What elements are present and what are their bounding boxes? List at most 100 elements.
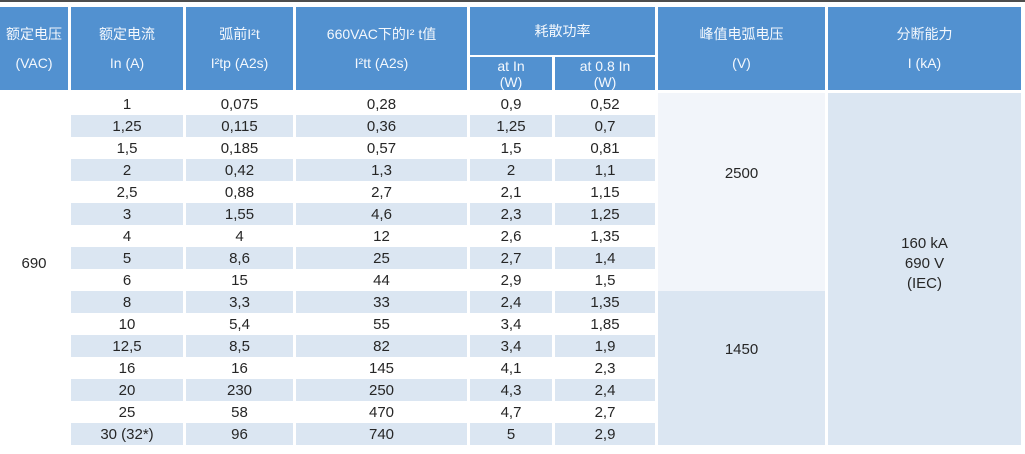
- table-cell: 20: [71, 379, 183, 401]
- table-row: 690 1 0,075 0,28 0,9 0,52 2500 160 kA 69…: [0, 93, 1021, 445]
- table-cell: 0,185: [186, 137, 293, 159]
- table-cell: 2,4: [555, 379, 655, 401]
- table-cell: 4: [186, 225, 293, 247]
- table-cell: 5,4: [186, 313, 293, 335]
- table-cell: 6: [71, 269, 183, 291]
- header-line: In (A): [109, 54, 145, 71]
- table-cell: 1: [71, 93, 183, 115]
- table-cell: 4,1: [470, 357, 552, 379]
- table-row: 4 4 12 2,6 1,35: [0, 225, 1021, 247]
- header-line: I²tt (A2s): [354, 54, 409, 71]
- table-cell: 2: [470, 159, 552, 181]
- table-cell: 1,25: [555, 203, 655, 225]
- table-cell: 3,4: [470, 313, 552, 335]
- table-cell: 0,36: [296, 115, 467, 137]
- rated-voltage-value: 690: [0, 93, 68, 445]
- header-line: at In: [497, 57, 525, 74]
- table-row: 20 230 250 4,3 2,4: [0, 379, 1021, 401]
- header-line: I²tp (A2s): [210, 54, 269, 71]
- header-power-at-08in: at 0.8 In (W): [555, 57, 655, 93]
- table-cell: 3,4: [470, 335, 552, 357]
- table-cell: 3,3: [186, 291, 293, 313]
- table-row: 3 1,55 4,6 2,3 1,25: [0, 203, 1021, 225]
- table-cell: 740: [296, 423, 467, 445]
- table-cell: 2,6: [470, 225, 552, 247]
- table-cell: 82: [296, 335, 467, 357]
- table-cell: 0,57: [296, 137, 467, 159]
- header-power-dissipation: 耗散功率: [470, 7, 655, 57]
- table-cell: 230: [186, 379, 293, 401]
- table-cell: 4: [71, 225, 183, 247]
- table-cell: 0,28: [296, 93, 467, 115]
- table-cell: 2,7: [296, 181, 467, 203]
- table-cell: 0,075: [186, 93, 293, 115]
- table-cell: 1,25: [470, 115, 552, 137]
- table-cell: 2,1: [470, 181, 552, 203]
- table-cell: 470: [296, 401, 467, 423]
- table-cell: 12: [296, 225, 467, 247]
- header-line: (V): [732, 54, 751, 71]
- table-row: 8 3,3 33 2,4 1,35 1450: [0, 291, 1021, 445]
- header-line: (W): [499, 73, 523, 90]
- table-cell: 96: [186, 423, 293, 445]
- table-cell: 15: [186, 269, 293, 291]
- table-cell: 4,6: [296, 203, 467, 225]
- table-cell: 12,5: [71, 335, 183, 357]
- header-breaking-capacity: 分断能力 I (kA): [828, 7, 1021, 93]
- table-row: 6 15 44 2,9 1,5: [0, 269, 1021, 291]
- table-cell: 1,1: [555, 159, 655, 181]
- table-row: 1,25 0,115 0,36 1,25 0,7: [0, 115, 1021, 137]
- table-cell: 0,52: [555, 93, 655, 115]
- table-cell: 1,55: [186, 203, 293, 225]
- breaking-capacity-value: 160 kA 690 V (IEC): [828, 93, 1021, 445]
- table-cell: 250: [296, 379, 467, 401]
- table-cell: 8: [71, 291, 183, 313]
- table-cell: 1,9: [555, 335, 655, 357]
- header-line: (W): [593, 73, 617, 90]
- table-cell: 44: [296, 269, 467, 291]
- table-cell: 2,4: [470, 291, 552, 313]
- table-cell: 0,7: [555, 115, 655, 137]
- breaking-line: 690 V: [904, 255, 945, 272]
- peak-arc-voltage-2500: 2500: [658, 93, 825, 291]
- table-cell: 1,4: [555, 247, 655, 269]
- header-line: 耗散功率: [534, 22, 591, 39]
- table-cell: 16: [186, 357, 293, 379]
- table-cell: 2,7: [470, 247, 552, 269]
- table-cell: 0,88: [186, 181, 293, 203]
- table-cell: 4,3: [470, 379, 552, 401]
- top-border-line: [0, 0, 1025, 2]
- table-cell: 33: [296, 291, 467, 313]
- table-cell: 55: [296, 313, 467, 335]
- table-cell: 2,5: [71, 181, 183, 203]
- header-rated-voltage: 额定电压 (VAC): [0, 7, 68, 93]
- table-cell: 2,3: [555, 357, 655, 379]
- table-header: 额定电压 (VAC) 额定电流 In (A) 弧前I²t I²tp (A2s) …: [0, 7, 1021, 93]
- fuse-spec-table: 额定电压 (VAC) 额定电流 In (A) 弧前I²t I²tp (A2s) …: [0, 7, 1024, 445]
- header-line: I (kA): [907, 54, 942, 71]
- header-line: (VAC): [15, 54, 53, 71]
- table-cell: 1,85: [555, 313, 655, 335]
- table-cell: 0,115: [186, 115, 293, 137]
- table-cell: 1,5: [71, 137, 183, 159]
- header-peak-arc-voltage: 峰值电弧电压 (V): [658, 7, 825, 93]
- table-cell: 3: [71, 203, 183, 225]
- table-cell: 30 (32*): [71, 423, 183, 445]
- table-cell: 0,42: [186, 159, 293, 181]
- header-line: 660VAC下的I² t值: [326, 25, 437, 42]
- table-row: 2,5 0,88 2,7 2,1 1,15: [0, 181, 1021, 203]
- table-row: 25 58 470 4,7 2,7: [0, 401, 1021, 423]
- table-cell: 8,6: [186, 247, 293, 269]
- header-line: 额定电流: [99, 25, 155, 42]
- table-cell: 1,35: [555, 291, 655, 313]
- breaking-line: (IEC): [907, 275, 942, 292]
- table-cell: 58: [186, 401, 293, 423]
- table-cell: 5: [71, 247, 183, 269]
- header-rated-current: 额定电流 In (A): [71, 7, 183, 93]
- table-cell: 25: [71, 401, 183, 423]
- table-cell: 1,5: [555, 269, 655, 291]
- table-cell: 0,81: [555, 137, 655, 159]
- table-row: 10 5,4 55 3,4 1,85: [0, 313, 1021, 335]
- header-power-at-in: at In (W): [470, 57, 552, 93]
- table-cell: 1,5: [470, 137, 552, 159]
